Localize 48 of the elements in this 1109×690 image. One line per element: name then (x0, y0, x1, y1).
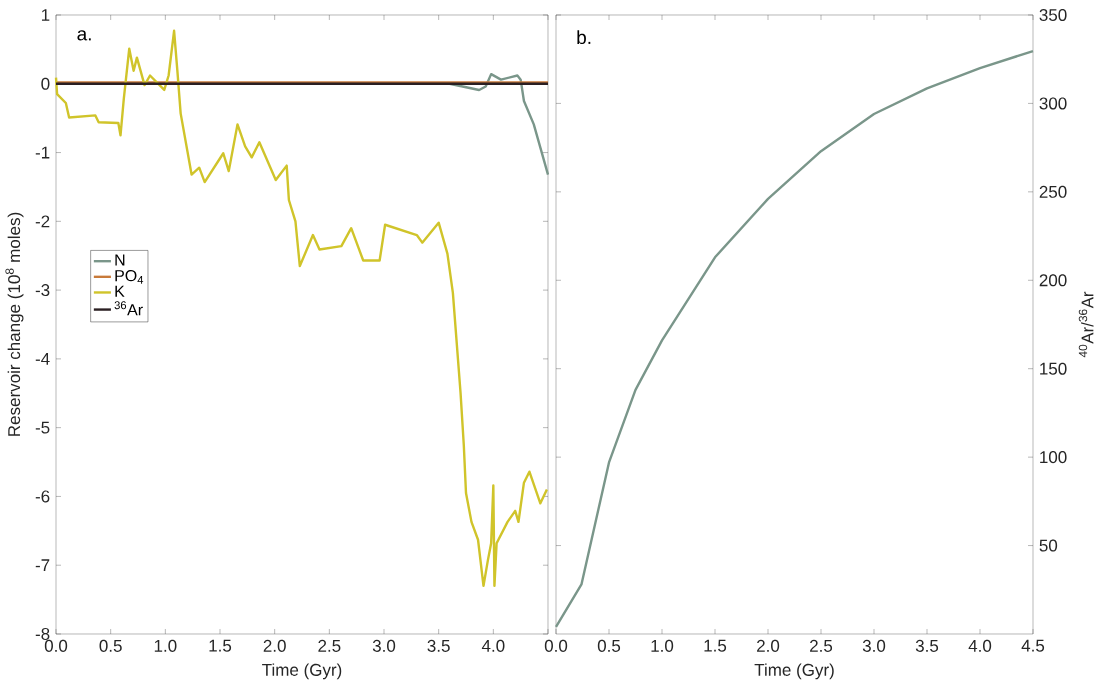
x-axis-title: Time (Gyr) (754, 663, 834, 680)
y2-tick-label: 150 (1040, 362, 1067, 375)
x-tick-label: 0.0 (544, 639, 568, 652)
y2-tick-label: 350 (1039, 8, 1067, 22)
x-tick-label: 2.0 (263, 639, 286, 652)
x-tick-label: 4.0 (481, 639, 505, 652)
x-tick-label: 4.5 (1021, 639, 1045, 652)
y2-tick-label: 50 (1039, 539, 1058, 552)
legend-label: $^{36}$Ar (114, 301, 143, 316)
y-tick-label: -3 (35, 284, 50, 297)
y-axis-title: Reservoir change (10$^{8}$ moles) (5, 212, 24, 436)
x-tick-label: 2.5 (318, 639, 341, 652)
x-tick-label: 2.0 (757, 639, 780, 652)
y2-tick-label: 200 (1039, 274, 1067, 287)
x-tick-label: 0.5 (597, 639, 621, 652)
x-tick-label: 3.5 (427, 639, 450, 652)
y2-axis-title: $^{40}$Ar/$^{36}$Ar (1078, 291, 1094, 358)
y-tick-label: 1 (41, 9, 50, 21)
text: b. (577, 30, 591, 45)
y-tick-label: -6 (35, 490, 50, 503)
line-series (54, 29, 549, 588)
x-tick-label: 2.5 (810, 639, 833, 652)
legend-label: K (115, 285, 125, 297)
line-series (554, 49, 1035, 629)
x-tick-label: 0.0 (44, 639, 68, 652)
x-tick-label: 1.5 (209, 639, 232, 652)
legend-label: PO$_{4}$ (115, 269, 144, 284)
y-tick-label: -8 (35, 627, 50, 641)
y-tick-label: -4 (35, 353, 50, 365)
y-tick-label: -5 (35, 421, 50, 434)
x-tick-label: 3.0 (372, 639, 396, 652)
x-tick-label: 1.5 (704, 639, 727, 652)
y-tick-label: -2 (35, 215, 50, 228)
x-tick-label: 3.0 (862, 639, 886, 652)
x-tick-label: 1.0 (154, 639, 177, 652)
y-tick-label: -1 (35, 146, 50, 159)
y2-tick-label: 250 (1039, 185, 1067, 198)
y-tick-label: 0 (41, 77, 50, 90)
legend-label: N (115, 254, 125, 266)
text: a. (77, 30, 91, 41)
y2-tick-label: 100 (1040, 451, 1067, 464)
x-tick-label: 0.5 (99, 639, 122, 652)
y2-tick-label: 300 (1039, 97, 1067, 110)
x-tick-label: 4.0 (968, 639, 992, 652)
x-tick-label: 3.5 (915, 639, 939, 652)
x-axis-title: Time (Gyr) (262, 663, 342, 680)
x-tick-label: 1.0 (651, 639, 674, 652)
y-tick-label: -7 (35, 559, 50, 572)
